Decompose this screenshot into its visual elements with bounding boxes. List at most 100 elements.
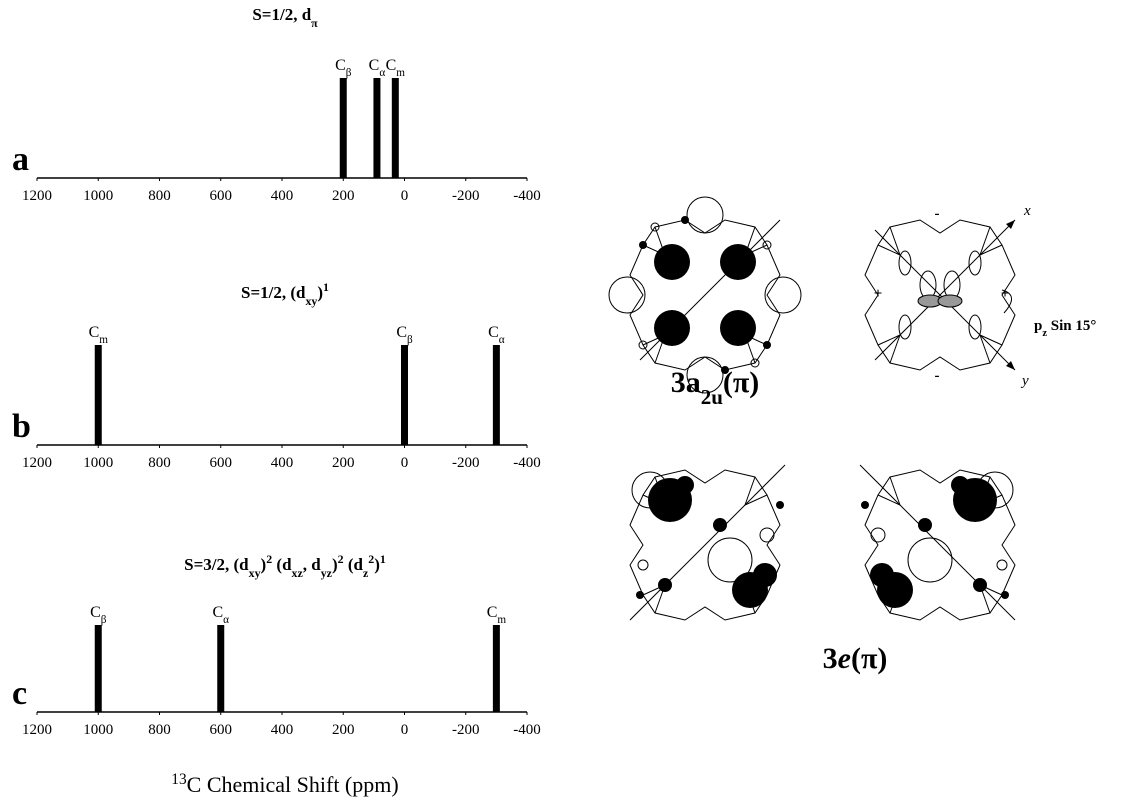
chart-title-part: (d — [272, 555, 292, 574]
orbital-label: 3a2u(π) — [671, 366, 760, 409]
peak-label-part: C — [212, 604, 223, 621]
peak — [373, 78, 380, 178]
orbital-3a2u — [609, 197, 801, 393]
panel-letter: a — [12, 141, 29, 178]
peak-label: Cm — [386, 57, 406, 79]
peak-label-part: α — [499, 334, 505, 346]
peak-label: Cβ — [90, 604, 107, 626]
chart-title-part: S=1/2, d — [252, 5, 311, 24]
x-tick-label: 600 — [210, 722, 233, 738]
chart-title-part: xy — [249, 566, 261, 580]
x-tick-label: 600 — [210, 188, 233, 204]
sign: + — [874, 286, 883, 302]
chart-title-part: 1 — [323, 280, 329, 294]
orbital-label-part: 2u — [701, 385, 724, 409]
peak-label-part: C — [369, 57, 380, 74]
peak — [493, 345, 500, 445]
sign: + — [1001, 286, 1010, 302]
x-tick-label: 0 — [401, 722, 409, 738]
chart-title: S=1/2, dπ — [252, 5, 318, 30]
x-tick-label: 800 — [148, 188, 171, 204]
chart-title-part: π — [311, 16, 318, 30]
peak-label-part: β — [346, 67, 352, 79]
axis-name: x — [1023, 203, 1031, 219]
x-tick-label: 1000 — [83, 722, 113, 738]
orbital-label-part: 3 — [823, 642, 838, 675]
panel-letter: c — [12, 675, 27, 712]
peak — [401, 345, 408, 445]
peak-label-part: C — [335, 57, 346, 74]
orbital-label: 3e(π) — [823, 642, 888, 675]
peak-label: Cβ — [396, 324, 413, 346]
peak-label-part: C — [90, 604, 101, 621]
peak — [95, 345, 102, 445]
peak — [340, 78, 347, 178]
peak-label-part: C — [488, 324, 499, 341]
panel-letter: b — [12, 408, 31, 445]
sign: - — [935, 206, 940, 222]
chart-title-part: , d — [303, 555, 322, 574]
peak-label-part: C — [487, 604, 498, 621]
x-tick-label: -400 — [513, 188, 541, 204]
x-tick-label: 1000 — [83, 455, 113, 471]
peak-label: Cα — [488, 324, 505, 346]
x-tick-label: 200 — [332, 188, 355, 204]
x-tick-label: 0 — [401, 188, 409, 204]
chart-title-part: z — [363, 566, 369, 580]
x-tick-label: 600 — [210, 455, 233, 471]
peak-label: Cα — [369, 57, 386, 79]
orbital-3e-left — [630, 465, 785, 620]
orbital-label-part: (π) — [723, 366, 759, 399]
chart-title-part: 1 — [380, 552, 386, 566]
x-axis-label: 13C Chemical Shift (ppm) — [171, 771, 398, 798]
chart-title-part: xz — [292, 566, 304, 580]
x-tick-label: 1200 — [22, 722, 52, 738]
x-tick-label: -200 — [452, 722, 480, 738]
x-tick-label: -400 — [513, 722, 541, 738]
orbital-label-part: e — [838, 642, 851, 675]
x-tick-label: -200 — [452, 188, 480, 204]
peak — [95, 625, 102, 712]
x-tick-label: -400 — [513, 455, 541, 471]
chart-title-part: S=1/2, (d — [241, 283, 306, 302]
x-tick-label: 800 — [148, 722, 171, 738]
x-tick-label: 1000 — [83, 188, 113, 204]
peak-label-part: β — [101, 614, 107, 626]
annotation: pz Sin 15° — [1034, 318, 1096, 339]
orbital-label-part: (π) — [851, 642, 887, 675]
x-tick-label: -200 — [452, 455, 480, 471]
x-tick-label: 400 — [271, 455, 294, 471]
chart-title-part: (d — [344, 555, 364, 574]
x-tick-label: 1200 — [22, 188, 52, 204]
peak-label: Cm — [89, 324, 109, 346]
x-tick-label: 800 — [148, 455, 171, 471]
x-tick-label: 1200 — [22, 455, 52, 471]
peak-label-part: α — [379, 67, 385, 79]
chart-title-part: S=3/2, (d — [184, 555, 249, 574]
peak-label-part: C — [89, 324, 100, 341]
peak-label-part: m — [497, 614, 506, 626]
peak-label-part: C — [386, 57, 397, 74]
peak-label: Cm — [487, 604, 507, 626]
annotation-part: Sin 15° — [1047, 318, 1096, 334]
chart-title: S=3/2, (dxy)2 (dxz, dyz)2 (dz2)1 — [184, 552, 386, 580]
chart-title-part: yz — [321, 566, 333, 580]
x-tick-label: 0 — [401, 455, 409, 471]
x-tick-label: 400 — [271, 722, 294, 738]
orbital-pz — [865, 220, 1015, 370]
peak — [392, 78, 399, 178]
peak-label-part: m — [99, 334, 108, 346]
axis-name: y — [1020, 373, 1029, 389]
sign: - — [935, 368, 940, 384]
peak-label-part: α — [223, 614, 229, 626]
peak-label-part: m — [396, 67, 405, 79]
x-axis-label-part: C Chemical Shift (ppm) — [187, 772, 399, 797]
peak — [493, 625, 500, 712]
peak-label-part: C — [396, 324, 407, 341]
orbital-label-part: 3a — [671, 366, 701, 399]
chart-title: S=1/2, (dxy)1 — [241, 280, 329, 308]
x-axis-label-part: 13 — [171, 771, 187, 788]
x-tick-label: 200 — [332, 455, 355, 471]
x-tick-label: 400 — [271, 188, 294, 204]
peak — [217, 625, 224, 712]
